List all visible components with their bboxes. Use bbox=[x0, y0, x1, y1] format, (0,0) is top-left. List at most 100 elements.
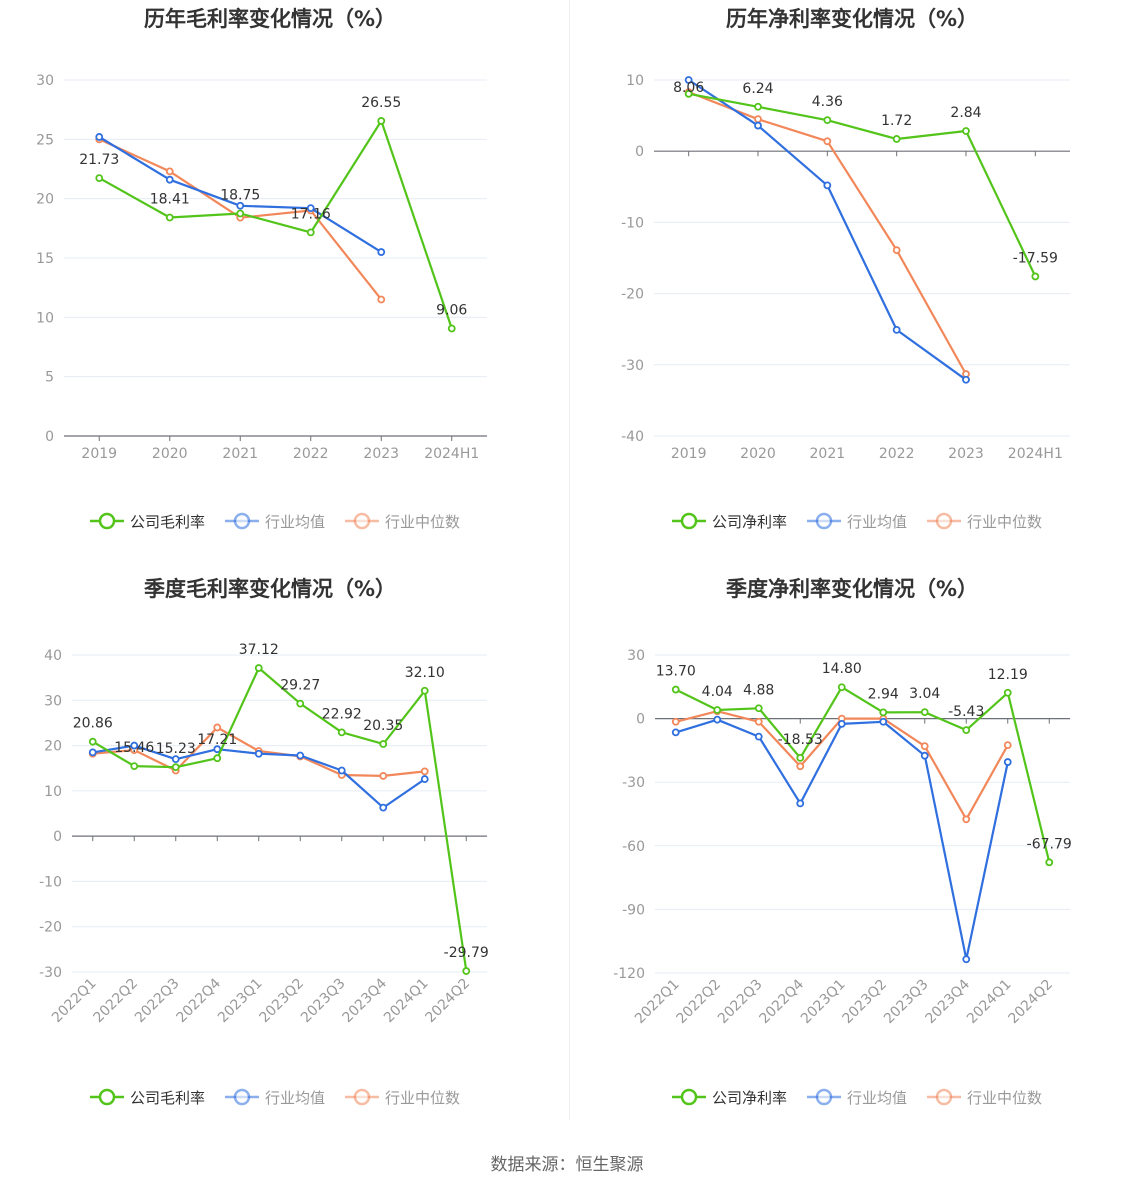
company-data-point bbox=[337, 728, 346, 737]
company-series-line bbox=[675, 686, 1051, 863]
legend-item-median[interactable]: 行业中位数 bbox=[927, 1088, 1042, 1107]
legend-circle-icon bbox=[680, 512, 698, 530]
x-tick-label: 2024Q2 bbox=[1005, 977, 1056, 1028]
average-data-point bbox=[236, 201, 245, 210]
y-tick-label: -20 bbox=[39, 920, 62, 936]
y-tick-label: 5 bbox=[45, 370, 54, 386]
median-data-point bbox=[420, 767, 429, 776]
x-tick-label: 2019 bbox=[81, 446, 117, 462]
median-data-point bbox=[796, 762, 805, 771]
median-data-point bbox=[754, 717, 763, 726]
legend-item-median[interactable]: 行业中位数 bbox=[345, 1088, 460, 1107]
average-data-point bbox=[296, 751, 305, 760]
legend-circle-icon bbox=[935, 512, 953, 530]
legend-item-company[interactable]: 公司毛利率 bbox=[90, 1088, 205, 1107]
x-tick-label: 2023Q1 bbox=[798, 977, 849, 1028]
median-data-point bbox=[920, 742, 929, 751]
legend-item-average[interactable]: 行业均值 bbox=[225, 512, 325, 531]
chart-title: 历年毛利率变化情况（%） bbox=[144, 7, 396, 31]
company-data-label: 18.75 bbox=[220, 188, 260, 204]
legend-label: 公司毛利率 bbox=[130, 513, 205, 531]
legend-label: 行业中位数 bbox=[385, 1089, 460, 1107]
legend-item-average[interactable]: 行业均值 bbox=[807, 512, 907, 531]
company-data-label: 17.21 bbox=[197, 732, 237, 748]
average-data-point bbox=[713, 715, 722, 724]
y-tick-label: -60 bbox=[622, 839, 645, 855]
median-series-line bbox=[688, 91, 967, 375]
median-data-point bbox=[671, 717, 680, 726]
x-tick-label: 2023Q3 bbox=[298, 976, 349, 1027]
company-series-line bbox=[688, 92, 1037, 277]
x-tick-label: 2023Q2 bbox=[256, 976, 307, 1027]
company-data-point bbox=[447, 324, 456, 333]
median-data-point bbox=[377, 295, 386, 304]
company-data-label: 18.41 bbox=[150, 192, 190, 208]
x-tick-label: 2022Q3 bbox=[715, 977, 766, 1028]
company-data-label: 8.06 bbox=[673, 80, 704, 96]
company-data-label: 4.36 bbox=[812, 94, 843, 110]
median-data-point bbox=[892, 246, 901, 255]
company-data-point bbox=[306, 228, 315, 237]
average-series-line bbox=[675, 718, 1009, 961]
x-tick-label: 2022Q1 bbox=[49, 976, 100, 1027]
x-tick-label: 2023Q4 bbox=[922, 976, 973, 1027]
average-data-point bbox=[377, 248, 386, 256]
company-data-point bbox=[754, 102, 762, 111]
y-tick-label: -20 bbox=[621, 287, 644, 303]
company-data-point bbox=[171, 763, 180, 772]
data-source-footer: 数据来源：恒生聚源 bbox=[490, 1155, 644, 1175]
company-data-label: 29.27 bbox=[280, 678, 320, 694]
x-tick-label: 2023Q3 bbox=[881, 977, 932, 1028]
company-data-point bbox=[296, 699, 305, 708]
average-data-point bbox=[754, 732, 763, 741]
y-tick-label: 25 bbox=[36, 132, 54, 148]
average-data-point bbox=[920, 751, 929, 760]
legend-label: 公司净利率 bbox=[712, 1089, 787, 1107]
median-data-point bbox=[754, 115, 762, 124]
company-data-label: -67.79 bbox=[1027, 836, 1072, 852]
legend-label: 行业中位数 bbox=[385, 513, 460, 531]
average-data-point bbox=[306, 204, 315, 213]
chart-title: 历年净利率变化情况（%） bbox=[726, 7, 978, 31]
company-data-label: 20.86 bbox=[73, 716, 113, 732]
average-data-point bbox=[130, 741, 139, 750]
legend-label: 行业中位数 bbox=[967, 513, 1042, 531]
annual-gross-chart: 历年毛利率变化情况（%） 0 5 10 15 20 25 30 2019 2020 2021 2022… bbox=[36, 7, 487, 531]
company-data-point bbox=[88, 737, 97, 746]
company-data-label: 26.55 bbox=[361, 95, 401, 111]
legend-item-median[interactable]: 行业中位数 bbox=[927, 512, 1042, 531]
average-data-point bbox=[962, 375, 970, 384]
median-data-point bbox=[962, 815, 971, 824]
legend-label: 行业均值 bbox=[847, 513, 907, 531]
company-data-label: -5.43 bbox=[948, 704, 984, 720]
company-data-label: 9.06 bbox=[436, 302, 467, 318]
legend-circle-icon bbox=[353, 512, 371, 530]
average-data-point bbox=[671, 728, 680, 737]
x-tick-label: 2022Q2 bbox=[90, 976, 141, 1027]
panel-divider bbox=[569, 0, 570, 1120]
company-data-point bbox=[796, 753, 805, 762]
y-tick-label: 10 bbox=[44, 784, 62, 800]
company-data-label: 6.24 bbox=[742, 81, 773, 97]
y-tick-label: -90 bbox=[622, 902, 645, 918]
x-tick-label: 2019 bbox=[671, 446, 707, 462]
average-data-point bbox=[837, 719, 846, 728]
company-data-label: 2.94 bbox=[868, 686, 899, 702]
legend-item-company[interactable]: 公司净利率 bbox=[672, 512, 787, 531]
company-data-point bbox=[713, 706, 722, 714]
annual-net-chart: 历年净利率变化情况（%） -40 -30 -20 -10 0 10 2019 2020 2021 2… bbox=[621, 7, 1070, 531]
company-data-point bbox=[837, 683, 846, 692]
x-tick-label: 2020 bbox=[152, 446, 188, 462]
x-tick-label: 2024Q2 bbox=[422, 976, 473, 1027]
company-data-label: 12.19 bbox=[988, 667, 1028, 683]
company-data-point bbox=[754, 704, 763, 713]
legend-item-average[interactable]: 行业均值 bbox=[807, 1088, 907, 1107]
average-data-point bbox=[1003, 758, 1012, 766]
company-data-point bbox=[920, 708, 929, 717]
company-data-label: 15.46 bbox=[114, 740, 154, 756]
legend-item-median[interactable]: 行业中位数 bbox=[345, 512, 460, 531]
legend-item-average[interactable]: 行业均值 bbox=[225, 1088, 325, 1107]
legend-item-company[interactable]: 公司净利率 bbox=[672, 1088, 787, 1107]
legend-item-company[interactable]: 公司毛利率 bbox=[90, 512, 205, 531]
average-data-point bbox=[879, 717, 888, 726]
